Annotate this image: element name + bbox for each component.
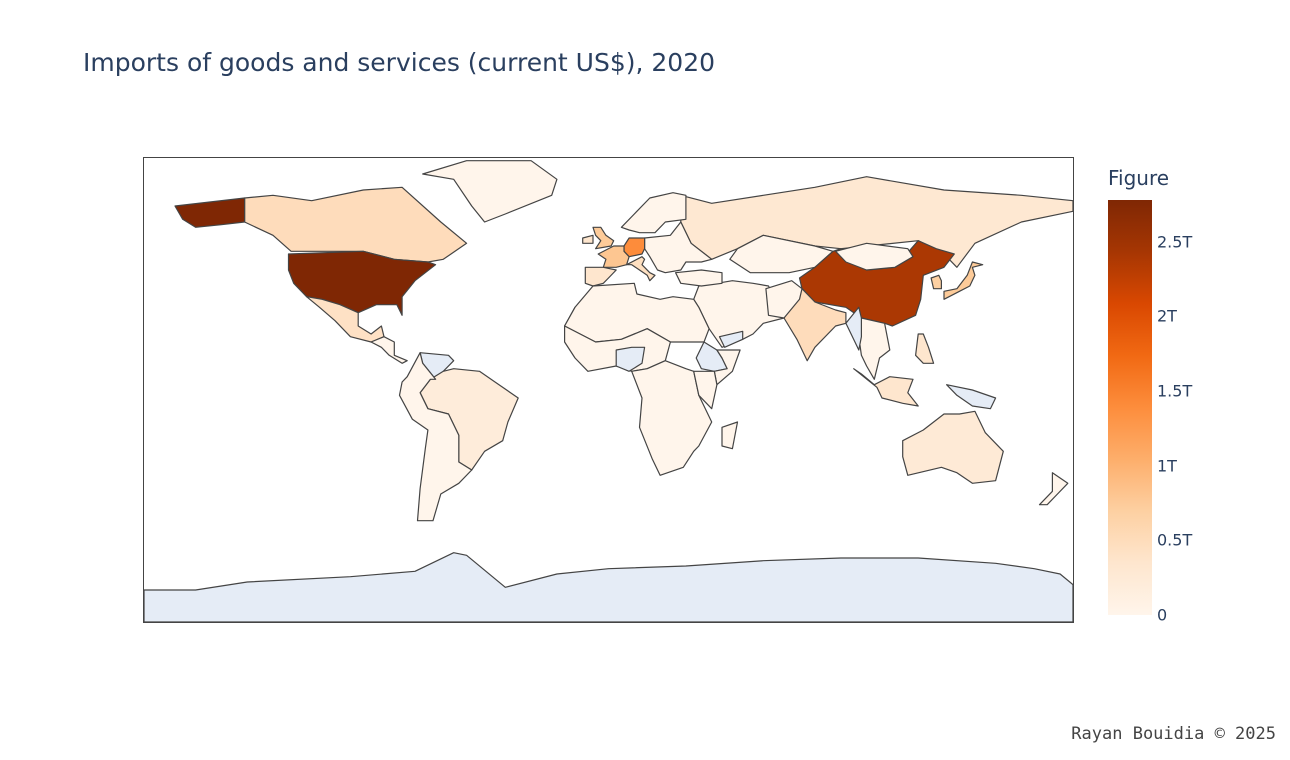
region-yemen[interactable]: [718, 330, 744, 348]
colorbar-gradient: [1108, 200, 1152, 615]
region-papua-new-guinea[interactable]: [946, 384, 997, 410]
credit-text: Rayan Bouidia © 2025: [1071, 724, 1276, 744]
region-canada[interactable]: [244, 186, 468, 263]
region-indonesia[interactable]: [853, 368, 919, 407]
region-japan[interactable]: [943, 261, 984, 300]
region-mongolia[interactable]: [835, 242, 914, 271]
region-spain[interactable]: [584, 266, 617, 287]
region-mexico[interactable]: [306, 296, 385, 343]
region-ireland[interactable]: [582, 234, 594, 244]
region-turkey[interactable]: [675, 269, 723, 287]
region-central-africa[interactable]: [631, 360, 713, 476]
region-afghanistan-pakistan[interactable]: [765, 280, 803, 319]
region-eastern-europe[interactable]: [644, 221, 713, 274]
region-alaska[interactable]: [174, 197, 246, 228]
region-australia[interactable]: [902, 410, 1004, 484]
colorbar-tick: 0: [1157, 605, 1168, 625]
region-antarctica[interactable]: [144, 552, 1073, 622]
region-new-zealand[interactable]: [1038, 472, 1069, 506]
region-korea[interactable]: [930, 274, 942, 290]
region-france[interactable]: [597, 245, 630, 268]
colorbar-title: Figure: [1108, 166, 1170, 190]
region-scandinavia[interactable]: [620, 192, 687, 234]
colorbar-tick: 1T: [1157, 456, 1177, 476]
region-united-states[interactable]: [287, 250, 437, 316]
colorbar-tick: 0.5T: [1157, 530, 1193, 550]
colorbar-tick: 2T: [1157, 306, 1177, 326]
region-south-america-west[interactable]: [398, 352, 473, 522]
region-east-africa[interactable]: [693, 370, 718, 410]
colorbar-tick: 1.5T: [1157, 381, 1193, 401]
region-philippines[interactable]: [915, 333, 935, 364]
region-central-america[interactable]: [370, 336, 408, 364]
region-myanmar[interactable]: [845, 306, 862, 351]
map-title: Imports of goods and services (current U…: [83, 48, 716, 77]
region-russia[interactable]: [680, 176, 1073, 268]
region-nigeria[interactable]: [615, 346, 646, 372]
world-map[interactable]: [143, 157, 1074, 623]
region-madagascar[interactable]: [721, 421, 739, 450]
colorbar-tick: 2.5T: [1157, 232, 1193, 252]
region-italy[interactable]: [626, 256, 656, 282]
region-greenland[interactable]: [422, 160, 558, 223]
region-united-kingdom[interactable]: [592, 226, 615, 250]
world-map-svg[interactable]: [144, 158, 1073, 622]
